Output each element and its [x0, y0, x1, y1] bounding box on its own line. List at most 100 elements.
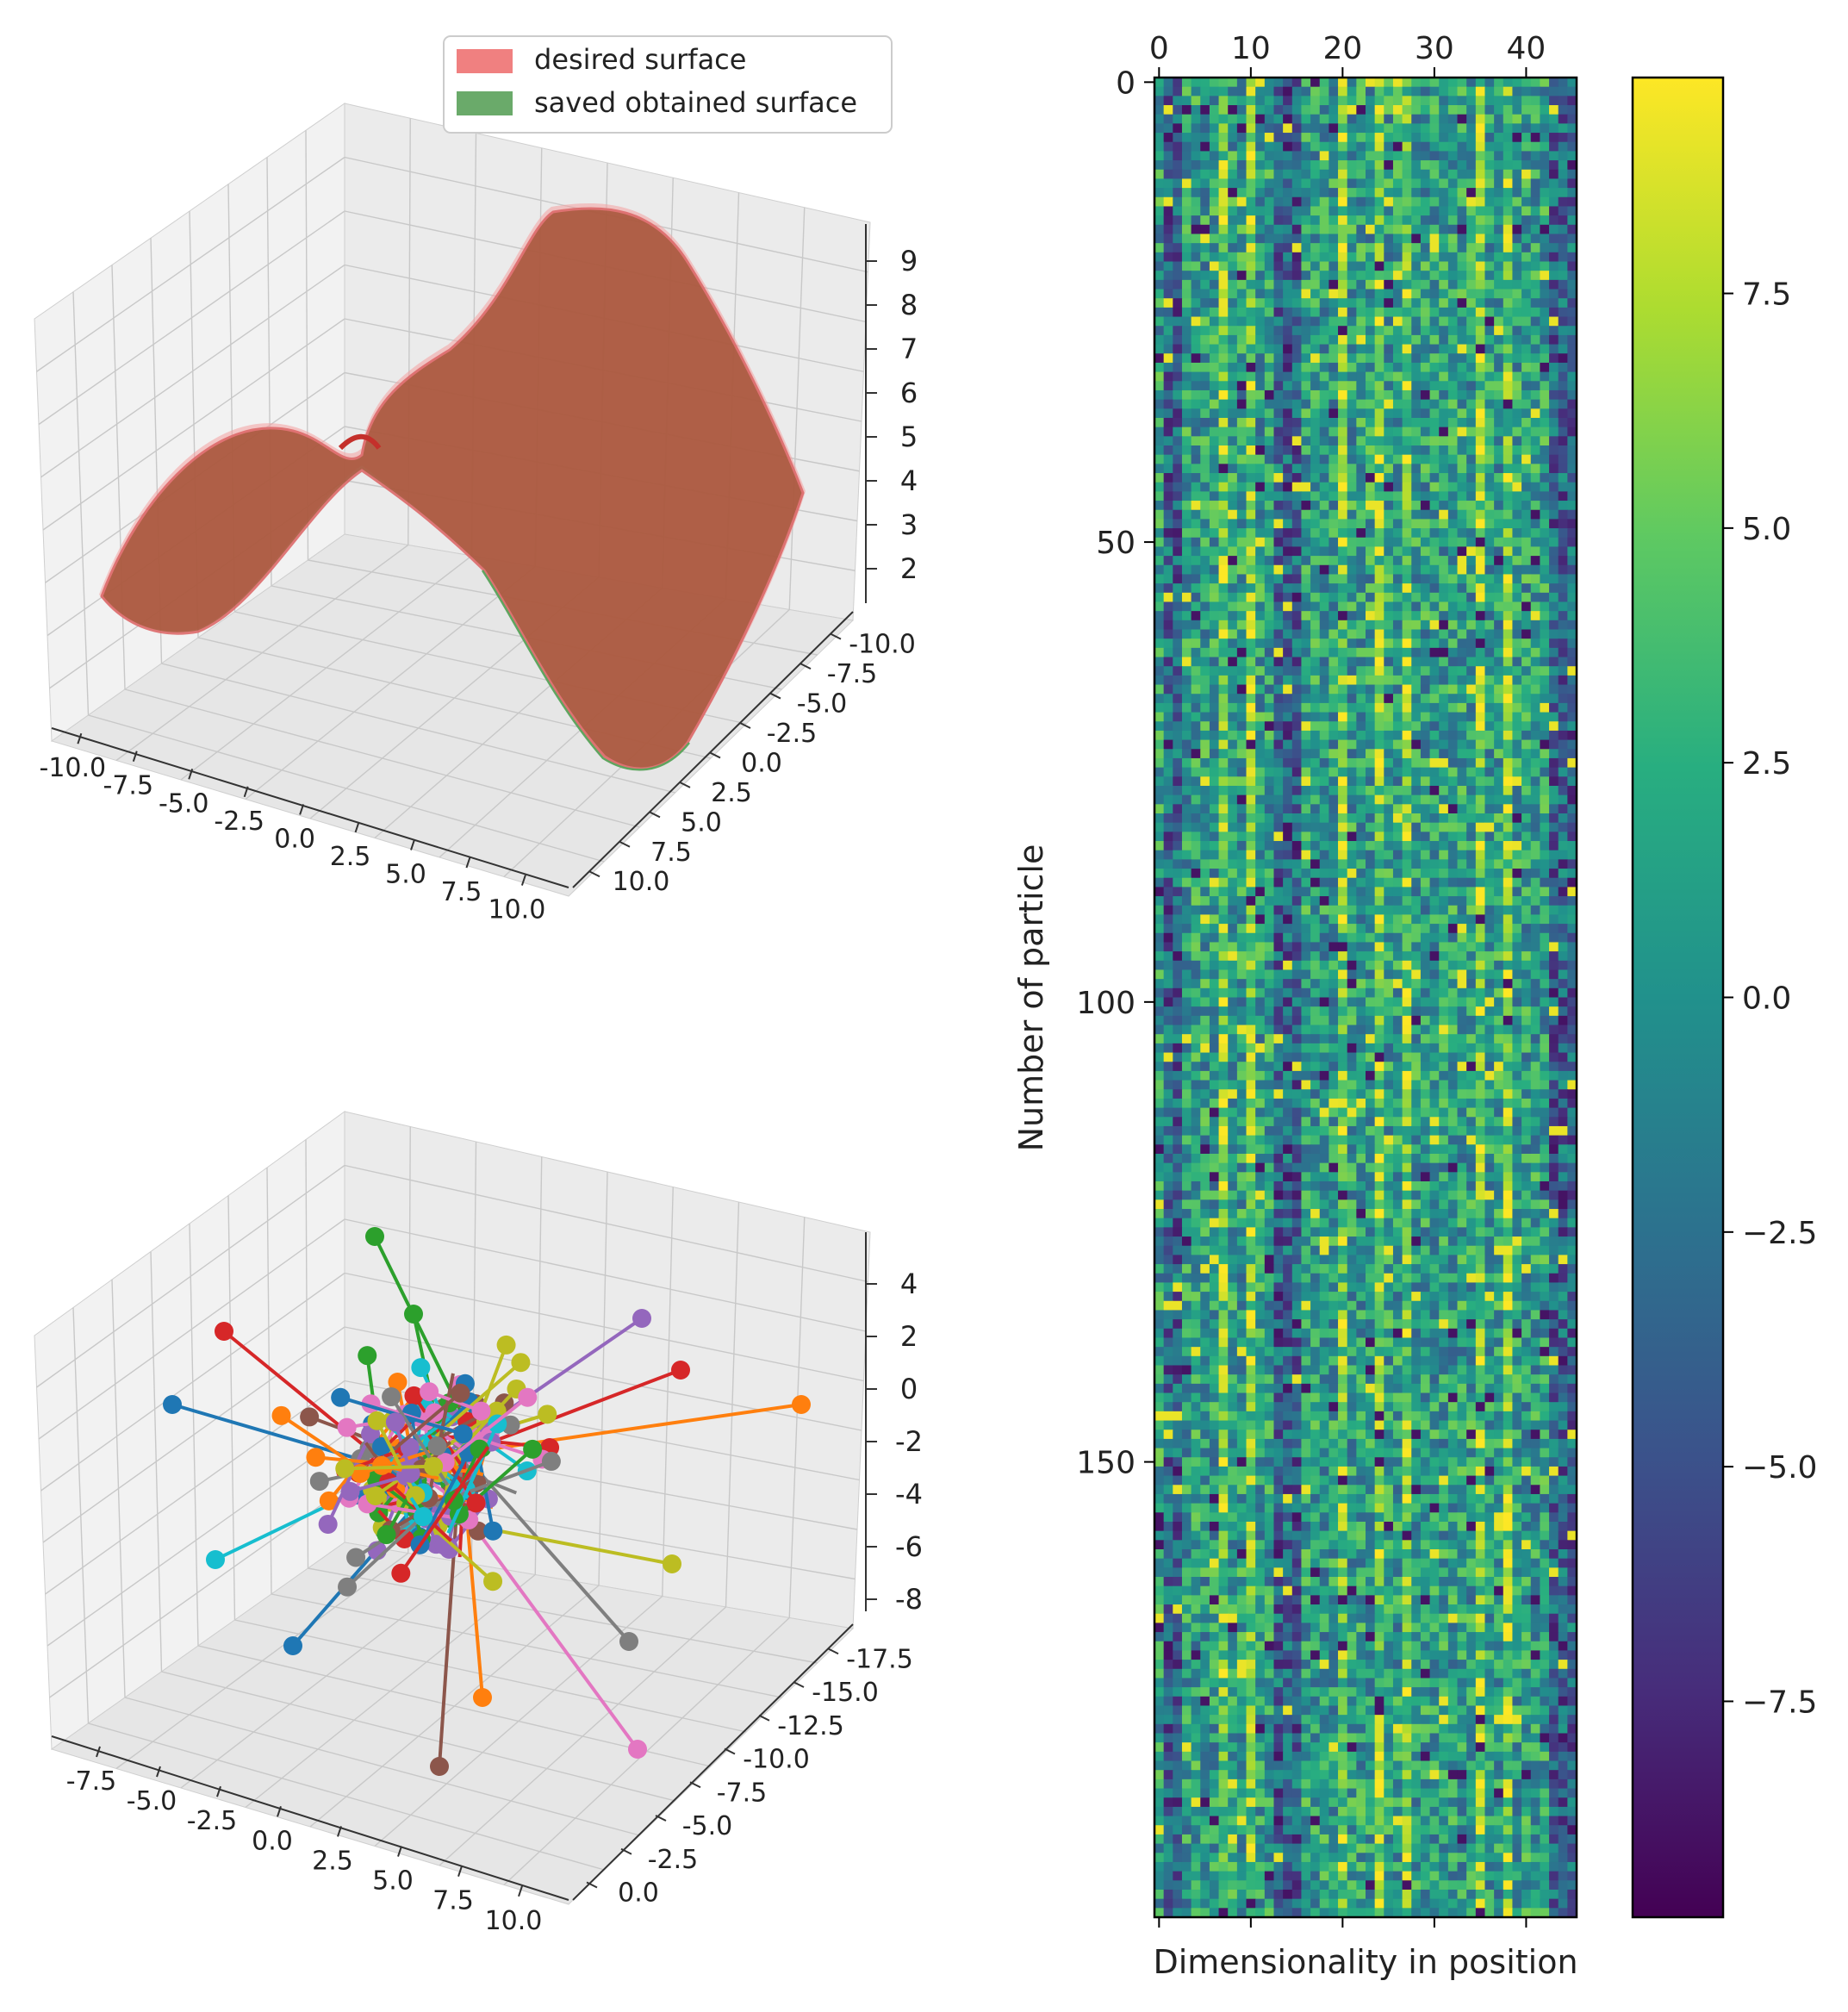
heatmap-cell	[1154, 261, 1165, 271]
heatmap-cell	[1163, 684, 1173, 695]
heatmap-cell	[1411, 417, 1422, 428]
heatmap-cell	[1181, 326, 1192, 336]
heatmap-cell	[1246, 832, 1256, 842]
heatmap-cell	[1420, 785, 1431, 796]
heatmap-cell	[1163, 869, 1173, 879]
heatmap-cell	[1420, 169, 1431, 180]
heatmap-cell	[1567, 271, 1577, 281]
heatmap-cell	[1494, 776, 1504, 787]
heatmap-cell	[1173, 869, 1183, 879]
heatmap-cell	[1173, 381, 1183, 391]
heatmap-cell	[1264, 316, 1275, 327]
heatmap-cell	[1347, 326, 1357, 336]
heatmap-cell	[1439, 316, 1449, 327]
heatmap-cell	[1291, 537, 1303, 548]
heatmap-cell	[1163, 252, 1173, 263]
heatmap-cell	[1310, 794, 1321, 805]
heatmap-cell	[1319, 666, 1329, 676]
heatmap-cell	[1567, 877, 1577, 888]
heatmap-cell	[1154, 776, 1165, 787]
heatmap-cell	[1191, 501, 1201, 511]
heatmap-cell	[1540, 684, 1550, 695]
heatmap-cell	[1494, 730, 1504, 741]
heatmap-cell	[1420, 960, 1431, 971]
heatmap-cell	[1264, 574, 1275, 584]
heatmap-cell	[1402, 417, 1412, 428]
heatmap-cell	[1173, 482, 1183, 492]
heatmap-cell	[1429, 215, 1440, 226]
heatmap-cell	[1475, 252, 1486, 263]
heatmap-cell	[1384, 482, 1394, 492]
heatmap-cell	[1402, 215, 1412, 226]
heatmap-cell	[1163, 905, 1173, 916]
heatmap-cell	[1163, 473, 1173, 483]
heatmap-cell	[1374, 279, 1384, 290]
heatmap-cell	[1154, 850, 1165, 860]
heatmap-cell	[1273, 417, 1284, 428]
heatmap-cell	[1439, 684, 1449, 695]
z-tick-label: -2	[895, 1425, 923, 1458]
heatmap-cell	[1218, 279, 1229, 290]
heatmap-cell	[1420, 601, 1431, 612]
heatmap-cell	[1447, 78, 1459, 88]
heatmap-cell	[1366, 960, 1376, 971]
heatmap-cell	[1384, 160, 1394, 171]
heatmap-cell	[1310, 501, 1321, 511]
heatmap-cell	[1310, 647, 1321, 658]
heatmap-cell	[1301, 188, 1311, 198]
heatmap-cell	[1154, 417, 1165, 428]
heatmap-cell	[1246, 160, 1256, 171]
heatmap-cell	[1283, 739, 1293, 750]
heatmap-cell	[1310, 694, 1321, 704]
heatmap-cell	[1384, 537, 1394, 548]
heatmap-cell	[1228, 675, 1238, 686]
heatmap-cell	[1236, 749, 1248, 759]
heatmap-cell	[1475, 141, 1486, 152]
trajectory-line	[345, 1515, 424, 1589]
heatmap-cell	[1374, 334, 1384, 346]
heatmap-cell	[1191, 776, 1201, 787]
heatmap-cell	[1484, 583, 1495, 594]
heatmap-cell	[1447, 684, 1459, 695]
heatmap-cell	[1291, 408, 1303, 419]
heatmap-cell	[1356, 564, 1366, 576]
heatmap-cell	[1264, 666, 1275, 676]
heatmap-cell	[1301, 78, 1311, 88]
heatmap-cell	[1310, 730, 1321, 741]
heatmap-cell	[1503, 491, 1514, 501]
heatmap-cell	[1246, 794, 1256, 805]
heatmap-cell	[1228, 730, 1238, 741]
heatmap-cell	[1218, 261, 1229, 271]
heatmap-cell	[1273, 914, 1284, 925]
heatmap-cell	[1521, 556, 1532, 566]
heatmap-cell	[1291, 638, 1303, 649]
heatmap-cell	[1191, 675, 1201, 686]
heatmap-cell	[1264, 78, 1275, 88]
heatmap-cell	[1154, 353, 1165, 364]
heatmap-cell	[1484, 611, 1495, 621]
heatmap-cell	[1567, 702, 1577, 713]
heatmap-cell	[1328, 739, 1339, 750]
heatmap-cell	[1567, 96, 1577, 106]
heatmap-cell	[1521, 141, 1532, 152]
heatmap-cell	[1475, 454, 1486, 464]
y-tick-label: -2.5	[767, 719, 818, 749]
heatmap-cell	[1530, 362, 1540, 373]
heatmap-cell	[1163, 454, 1173, 464]
heatmap-cell	[1549, 905, 1559, 916]
heatmap-cell	[1338, 261, 1348, 271]
heatmap-cell	[1319, 160, 1329, 171]
heatmap-cell	[1484, 887, 1495, 897]
heatmap-cell	[1512, 702, 1522, 713]
heatmap-cell	[1291, 224, 1303, 235]
heatmap-cell	[1366, 776, 1376, 787]
heatmap-cell	[1466, 473, 1477, 483]
heatmap-cell	[1392, 657, 1403, 667]
heatmap-cell	[1374, 133, 1384, 143]
heatmap-cell	[1173, 344, 1183, 354]
heatmap-cell	[1374, 427, 1384, 437]
heatmap-cell	[1347, 371, 1357, 382]
heatmap-cell	[1283, 78, 1293, 88]
heatmap-cell	[1466, 647, 1477, 658]
heatmap-cell	[1301, 932, 1311, 944]
